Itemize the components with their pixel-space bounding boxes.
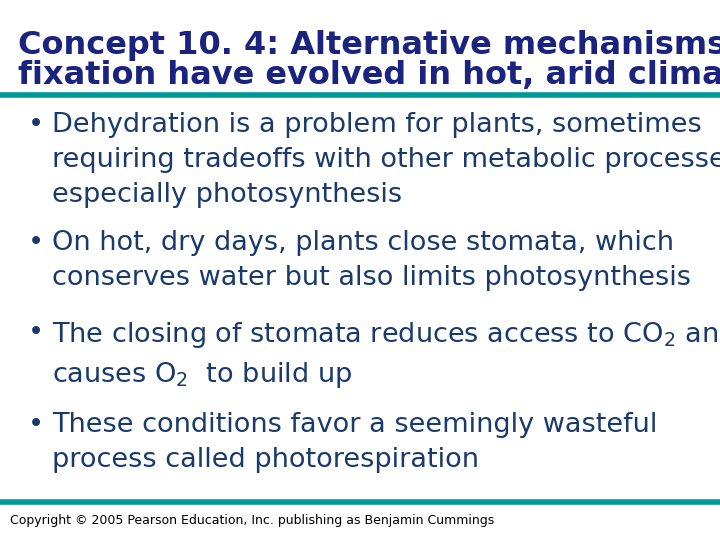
Text: •: • — [28, 112, 44, 138]
Text: fixation have evolved in hot, arid climates: fixation have evolved in hot, arid clima… — [18, 60, 720, 91]
Text: Concept 10. 4: Alternative mechanisms of carbon: Concept 10. 4: Alternative mechanisms of… — [18, 30, 720, 61]
Text: On hot, dry days, plants close stomata, which
conserves water but also limits ph: On hot, dry days, plants close stomata, … — [52, 230, 691, 291]
Text: •: • — [28, 230, 44, 256]
Text: Dehydration is a problem for plants, sometimes
requiring tradeoffs with other me: Dehydration is a problem for plants, som… — [52, 112, 720, 208]
Text: Copyright © 2005 Pearson Education, Inc. publishing as Benjamin Cummings: Copyright © 2005 Pearson Education, Inc.… — [10, 514, 494, 527]
Text: These conditions favor a seemingly wasteful
process called photorespiration: These conditions favor a seemingly waste… — [52, 412, 657, 473]
Text: •: • — [28, 320, 44, 346]
Text: The closing of stomata reduces access to CO$_2$ and
causes O$_2$  to build up: The closing of stomata reduces access to… — [52, 320, 720, 390]
Text: •: • — [28, 412, 44, 438]
